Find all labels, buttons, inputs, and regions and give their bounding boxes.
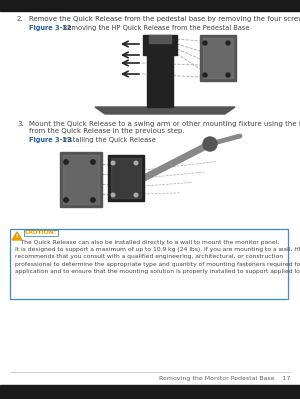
Bar	[111, 158, 141, 198]
Text: from the Quick Release in the previous step.: from the Quick Release in the previous s…	[29, 128, 184, 134]
Bar	[108, 155, 144, 201]
Text: Remove the Quick Release from the pedestal base by removing the four screws.: Remove the Quick Release from the pedest…	[29, 16, 300, 22]
Bar	[0, 0, 300, 11]
Circle shape	[203, 137, 217, 151]
Text: 3.: 3.	[17, 121, 24, 127]
Bar	[0, 385, 300, 399]
Circle shape	[111, 193, 115, 197]
Text: !: !	[16, 235, 18, 239]
Text: recommends that you consult with a qualified engineering, architectural, or cons: recommends that you consult with a quali…	[15, 255, 283, 259]
Text: 2.: 2.	[17, 16, 24, 22]
Text: professional to determine the appropriate type and quantity of mounting fastener: professional to determine the appropriat…	[15, 262, 300, 267]
Bar	[60, 152, 102, 207]
Bar	[203, 38, 233, 78]
Text: Removing the Monitor Pedestal Base    17: Removing the Monitor Pedestal Base 17	[159, 376, 290, 381]
Text: It is designed to support a maximum of up to 10.9 kg (24 lbs). If you are mounti: It is designed to support a maximum of u…	[15, 247, 300, 252]
Polygon shape	[95, 107, 235, 114]
Text: CAUTION:: CAUTION:	[25, 231, 57, 235]
Circle shape	[226, 73, 230, 77]
Circle shape	[64, 198, 68, 202]
Bar	[143, 35, 177, 55]
Text: Figure 3-12: Figure 3-12	[29, 25, 72, 31]
Polygon shape	[12, 232, 22, 240]
Circle shape	[203, 41, 207, 45]
Text: Mount the Quick Release to a swing arm or other mounting fixture using the four : Mount the Quick Release to a swing arm o…	[29, 121, 300, 127]
Text: application and to ensure that the mounting solution is properly installed to su: application and to ensure that the mount…	[15, 269, 300, 274]
Circle shape	[203, 73, 207, 77]
Bar	[149, 35, 171, 43]
Circle shape	[64, 160, 68, 164]
Circle shape	[91, 160, 95, 164]
Text: The Quick Release can also be installed directly to a wall to mount the monitor : The Quick Release can also be installed …	[15, 240, 279, 245]
Circle shape	[134, 161, 138, 165]
Bar	[200, 35, 236, 81]
Circle shape	[226, 41, 230, 45]
Circle shape	[111, 161, 115, 165]
Text: Figure 3-13: Figure 3-13	[29, 137, 72, 143]
FancyBboxPatch shape	[10, 229, 288, 299]
Bar	[147, 55, 173, 107]
Circle shape	[134, 193, 138, 197]
Text: Removing the HP Quick Release from the Pedestal Base: Removing the HP Quick Release from the P…	[63, 25, 250, 31]
Text: Installing the Quick Release: Installing the Quick Release	[63, 137, 156, 143]
Circle shape	[91, 198, 95, 202]
Bar	[63, 155, 99, 204]
